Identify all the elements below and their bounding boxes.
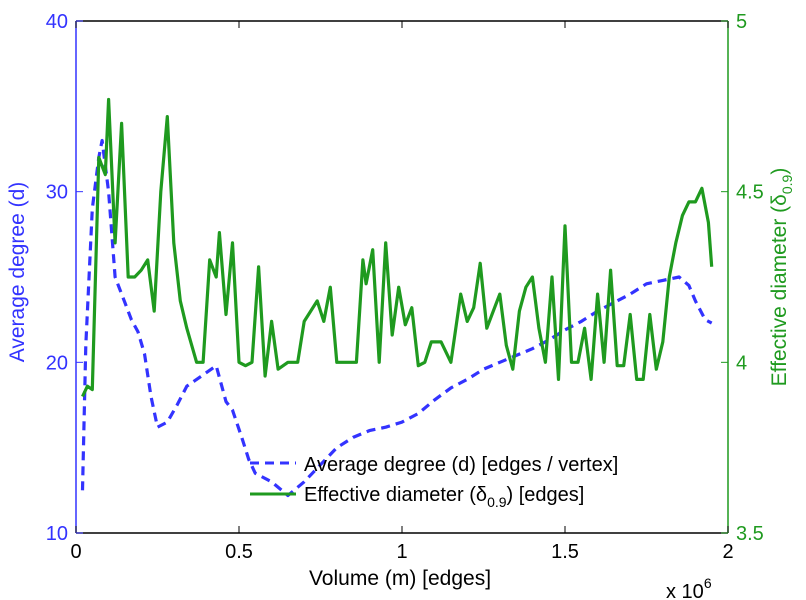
x-axis-multiplier-exponent: 6 bbox=[704, 575, 712, 591]
y-left-tick-label: 30 bbox=[46, 182, 68, 204]
x-tick-label: 1 bbox=[396, 541, 407, 563]
y-left-tick-label: 40 bbox=[46, 11, 68, 33]
x-tick-label: 2 bbox=[722, 541, 733, 563]
series-layer bbox=[80, 97, 714, 498]
legend-label-effective-diameter-sub: 0.9 bbox=[487, 494, 507, 510]
x-tick-label: 0 bbox=[70, 541, 81, 563]
x-axis-label: Volume (m) [edges] bbox=[309, 567, 491, 590]
legend-label-average-degree: Average degree (d) [edges / vertex] bbox=[304, 454, 618, 476]
legend-label-effective-diameter: Effective diameter (δ0.9) [edges] bbox=[304, 484, 584, 510]
y-left-axis-label: Average degree (d) bbox=[6, 182, 29, 363]
y-right-axis-label-main: Effective diameter (δ bbox=[768, 194, 791, 386]
x-tick-label: 0.5 bbox=[225, 541, 253, 563]
legend-label-effective-diameter-main: Effective diameter (δ bbox=[304, 484, 487, 506]
y-right-axis-label-close: ) bbox=[768, 168, 791, 175]
y-right-tick-label: 3.5 bbox=[736, 523, 764, 545]
x-tick-label: 1.5 bbox=[551, 541, 579, 563]
x-axis-multiplier: x 106 bbox=[666, 575, 712, 600]
y-right-tick-label: 4 bbox=[736, 352, 747, 374]
y-left-tick-label: 10 bbox=[46, 523, 68, 545]
y-right-tick-label: 4.5 bbox=[736, 182, 764, 204]
legend-label-effective-diameter-after: ) [edges] bbox=[507, 484, 585, 506]
y-right-axis-label-sub: 0.9 bbox=[779, 174, 795, 194]
legend: Average degree (d) [edges / vertex] Effe… bbox=[250, 454, 618, 510]
y-left-tick-label: 20 bbox=[46, 352, 68, 374]
series-line-effective-diameter bbox=[81, 97, 714, 398]
axes-layer: 0 0.5 1 1.5 2 10 20 30 40 3.5 4 4.5 5 bbox=[46, 11, 764, 563]
series-line-average-degree bbox=[80, 138, 713, 498]
y-right-axis-label: Effective diameter (δ0.9) bbox=[768, 168, 795, 387]
x-axis-multiplier-base: x 10 bbox=[666, 581, 704, 600]
y-right-tick-label: 5 bbox=[736, 11, 747, 33]
